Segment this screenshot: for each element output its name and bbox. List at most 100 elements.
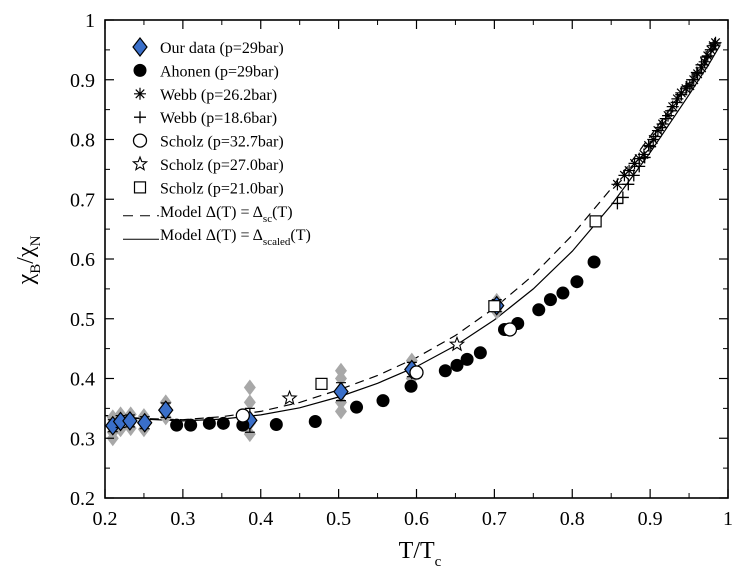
plus-shape	[638, 151, 651, 164]
asterisk-shape	[647, 133, 660, 146]
plus-shape	[670, 96, 683, 109]
asterisk-shape	[709, 36, 722, 49]
plus-shape	[695, 58, 708, 71]
legend-entry: Model Δ(T) = Δsc(T)	[123, 204, 293, 225]
circle-shape	[133, 63, 147, 77]
data-point-plus	[649, 130, 662, 143]
legend-entry: Ahonen (p=29bar)	[133, 63, 279, 80]
asterisk-shape	[656, 117, 669, 130]
plus-shape	[644, 140, 657, 153]
data-point-open-circle	[235, 408, 250, 423]
diamond-shape	[243, 379, 256, 396]
diamond-shape	[334, 403, 347, 420]
circle-shape	[473, 346, 487, 360]
data-point-plus	[670, 96, 683, 109]
asterisk-shape	[637, 148, 650, 161]
legend-label: Scholz (p=32.7bar)	[160, 134, 284, 151]
y-tick-label: 0.7	[70, 189, 95, 211]
legend-marker-asterisk	[134, 87, 146, 100]
asterisk-shape	[651, 124, 664, 137]
circle-shape	[570, 275, 584, 289]
diamond-shape	[122, 410, 138, 431]
circle-shape	[543, 293, 557, 307]
data-point-filled-circle	[184, 418, 198, 432]
gray-scatter-point	[243, 379, 256, 396]
data-point-asterisk	[642, 139, 655, 152]
data-point-filled-circle	[438, 364, 452, 378]
data-point-plus	[708, 37, 721, 50]
asterisk-shape	[662, 109, 675, 122]
asterisk-shape	[618, 169, 631, 182]
legend-marker-open-star	[131, 155, 149, 171]
plus-shape	[690, 66, 703, 79]
square-shape	[133, 181, 147, 194]
plus-shape	[611, 197, 624, 210]
data-point-asterisk	[656, 117, 669, 130]
circle-shape	[376, 394, 390, 408]
circle-shape	[170, 418, 184, 432]
data-point-plus	[686, 73, 699, 86]
asterisk-shape	[623, 164, 636, 177]
circle-shape	[532, 303, 546, 317]
data-point-filled-circle	[170, 418, 184, 432]
square-shape	[315, 377, 328, 390]
plus-shape	[633, 160, 646, 173]
plus-shape	[708, 37, 721, 50]
ticks-layer: 0.2 0.3 0.4 0.5 0.6 0.7 0.8 0.9 1 0.2 0.3 0.4 0.5 0.6…	[70, 10, 733, 530]
data-point-plus	[665, 104, 678, 117]
legend-marker-filled-circle	[133, 63, 147, 77]
data-point-asterisk	[611, 178, 624, 191]
model-sc-curve	[104, 40, 721, 421]
data-point-asterisk	[683, 79, 696, 92]
circle-shape	[269, 418, 283, 432]
data-point-asterisk	[628, 157, 641, 170]
gray-scatter-point	[334, 403, 347, 420]
plus-shape	[686, 73, 699, 86]
data-point-plus	[611, 197, 624, 210]
plus-shape	[659, 112, 672, 125]
y-tick-label: 0.8	[70, 130, 95, 152]
plus-shape	[675, 88, 688, 101]
data-point-asterisk	[679, 82, 692, 95]
data-point-filled-circle	[570, 275, 584, 289]
diamond-shape	[334, 394, 347, 411]
data-point-plus	[633, 160, 646, 173]
x-tick-label: 0.6	[404, 508, 429, 530]
data-point-asterisk	[623, 164, 636, 177]
legend-label: Webb (p=26.2bar)	[160, 87, 277, 104]
circle-shape	[404, 379, 418, 393]
asterisk-shape	[698, 55, 711, 68]
circle-shape	[184, 418, 198, 432]
plus-shape	[680, 80, 693, 93]
legend: Our data (p=29bar) Ahonen (p=29bar) Webb (…	[123, 37, 311, 248]
legend-entry: Our data (p=29bar)	[132, 37, 284, 57]
data-point-plus	[675, 88, 688, 101]
data-point-plus	[638, 151, 651, 164]
x-tick-label: 0.9	[638, 508, 663, 530]
diamond-shape	[333, 381, 349, 402]
star-shape	[131, 155, 149, 171]
data-point-asterisk	[637, 148, 650, 161]
circle-shape	[132, 133, 148, 148]
x-tick-label: 0.2	[93, 508, 118, 530]
legend-marker-open-circle	[132, 133, 148, 148]
circle-shape	[216, 416, 230, 430]
circle-shape	[502, 322, 518, 337]
square-shape	[488, 300, 501, 313]
data-point-plus	[622, 178, 635, 191]
x-tick-label: 0.7	[482, 508, 507, 530]
legend-marker-open-square	[133, 181, 147, 194]
data-point-asterisk	[651, 124, 664, 137]
data-point-filled-circle	[202, 416, 216, 430]
data-point-asterisk	[701, 49, 714, 62]
circle-shape	[409, 365, 424, 380]
asterisk-shape	[691, 67, 704, 80]
asterisk-shape	[679, 82, 692, 95]
asterisk-shape	[633, 152, 646, 165]
data-point-plus	[700, 51, 713, 64]
data-point-asterisk	[618, 169, 631, 182]
data-point-filled-circle	[216, 416, 230, 430]
asterisk-shape	[628, 157, 641, 170]
legend-label: Model Δ(T) = Δscaled(T)	[160, 227, 311, 248]
y-tick-label: 0.6	[70, 249, 95, 271]
